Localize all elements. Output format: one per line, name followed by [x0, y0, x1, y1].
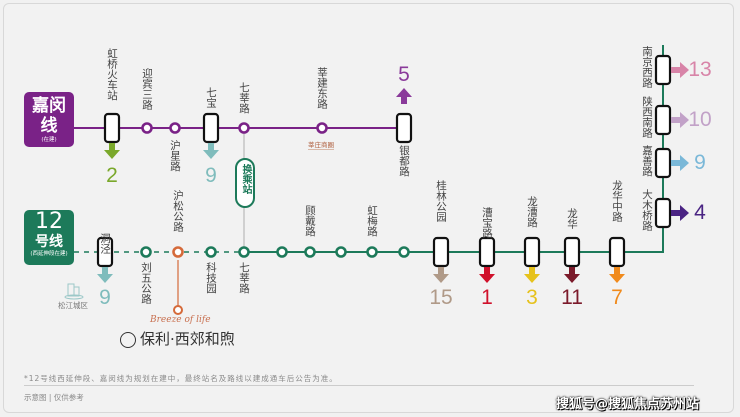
- transfer-line-number: 7: [611, 286, 623, 309]
- station-label: 漕宝路: [481, 207, 493, 239]
- station-marker: [276, 246, 288, 258]
- project-name: 保利·西郊和煦: [140, 330, 235, 348]
- transfer-line-number: 9: [694, 151, 706, 174]
- interchange-station-marker: [478, 236, 496, 268]
- interchange-station-marker: [202, 112, 220, 144]
- interchange-station-marker: [103, 112, 121, 144]
- station-label: 沪松公路: [172, 190, 184, 232]
- transfer-arrow-down-icon: [203, 143, 219, 159]
- interchange-station-marker: [432, 236, 450, 268]
- district-label: 松江城区: [58, 301, 88, 310]
- district-tag: 莘庄商圈: [308, 141, 334, 150]
- station-marker: [304, 246, 316, 258]
- divider: [24, 385, 694, 386]
- building-icon: [64, 283, 84, 300]
- station-marker: [238, 246, 250, 258]
- station-marker: [398, 246, 410, 258]
- interchange-station-marker: [654, 104, 672, 136]
- transfer-arrow-down-icon: [97, 267, 113, 283]
- station-label: 嘉善路: [641, 145, 653, 177]
- transfer-arrow-down-icon: [433, 267, 449, 283]
- interchange-station-marker: [523, 236, 541, 268]
- interchange-station-marker: [395, 112, 413, 144]
- transfer-arrow-down-icon: [609, 267, 625, 283]
- transfer-line-number: 11: [561, 286, 583, 309]
- station-label: 七莘路: [238, 82, 250, 114]
- station-marker: [316, 122, 328, 134]
- transfer-arrow-down-icon: [479, 267, 495, 283]
- station-label: 七宝: [205, 87, 217, 108]
- station-label: 桂林公园: [435, 180, 447, 222]
- station-label: 大木桥路: [641, 189, 653, 231]
- station-marker: [366, 246, 378, 258]
- station-label: 科技园: [205, 262, 217, 294]
- transfer-arrow-up-icon: [396, 88, 412, 104]
- transfer-line-number: 5: [398, 63, 410, 86]
- station-label: 顾戴路: [304, 205, 316, 237]
- station-label: 莘建东路: [316, 67, 328, 109]
- interchange-station-marker: [654, 147, 672, 179]
- station-label: 龙华: [566, 208, 578, 229]
- project-logo: 保利·西郊和煦: [120, 328, 235, 349]
- project-station-marker: [172, 246, 184, 258]
- transfer-line-number: 15: [429, 286, 453, 309]
- transfer-line-number: 3: [526, 286, 538, 309]
- transfer-line-number: 2: [106, 164, 118, 187]
- schematic-note: 示意图 | 仅供参考: [24, 393, 84, 402]
- station-marker: [335, 246, 347, 258]
- station-label: 龙华中路: [611, 180, 623, 222]
- transfer-line-number: 9: [99, 286, 111, 309]
- interchange-station-marker: [563, 236, 581, 268]
- line12-title: 12: [35, 209, 63, 234]
- transfer-connector: 换乘站: [235, 158, 255, 208]
- transfer-label: 换乘站: [240, 164, 251, 194]
- project-logo-sub: Breeze of life: [150, 315, 211, 325]
- jiamin-line-badge: 嘉闵线 (在建): [24, 92, 74, 147]
- interchange-station-marker: [96, 236, 114, 268]
- transfer-arrow-down-icon: [104, 143, 120, 159]
- station-label: 南京西路: [641, 46, 653, 88]
- station-label: 迎宾三路: [141, 68, 153, 110]
- jiamin-line-note: (在建): [41, 137, 57, 143]
- interchange-station-marker: [654, 54, 672, 86]
- transfer-arrow-down-icon: [524, 267, 540, 283]
- watermark: 搜狐号@搜狐焦点苏州站: [556, 397, 700, 412]
- line12-note: (西延伸段在建): [30, 251, 68, 257]
- transfer-arrow-down-icon: [564, 267, 580, 283]
- station-label: 沪星路: [169, 140, 181, 172]
- jiamin-line-title: 嘉闵线: [32, 96, 66, 136]
- project-location-marker: [173, 305, 183, 315]
- station-marker: [238, 122, 250, 134]
- interchange-station-marker: [608, 236, 626, 268]
- transfer-arrow-right-icon: [671, 205, 689, 221]
- transfer-arrow-right-icon: [671, 155, 689, 171]
- station-label: 刘五公路: [140, 262, 152, 304]
- station-label: 陕西南路: [641, 96, 653, 138]
- station-label: 银都路: [398, 145, 410, 177]
- station-label: 虹梅路: [366, 205, 378, 237]
- transfer-line-number: 9: [205, 164, 217, 187]
- logo-mark-icon: [120, 332, 136, 348]
- transfer-arrow-right-icon: [671, 112, 689, 128]
- line12-title2: 号线: [35, 234, 63, 250]
- station-marker: [205, 246, 217, 258]
- transfer-line-number: 10: [688, 108, 712, 131]
- interchange-station-marker: [654, 197, 672, 229]
- station-marker: [169, 122, 181, 134]
- station-marker: [141, 122, 153, 134]
- footnote: *12号线西延伸段、嘉闵线为规划在建中，最终站名及路线以建成通车后公告为准。: [24, 374, 338, 383]
- station-label: 洞泾: [99, 233, 111, 254]
- transfer-arrow-right-icon: [671, 62, 689, 78]
- transfer-line-number: 13: [688, 58, 712, 81]
- station-marker: [140, 246, 152, 258]
- station-label: 七莘路: [238, 262, 250, 294]
- transfer-line-number: 4: [694, 201, 706, 224]
- station-label: 龙漕路: [526, 196, 538, 228]
- station-label: 虹桥火车站: [106, 48, 118, 101]
- line12-badge: 12 号线 (西延伸段在建): [24, 210, 74, 265]
- transfer-line-number: 1: [481, 286, 493, 309]
